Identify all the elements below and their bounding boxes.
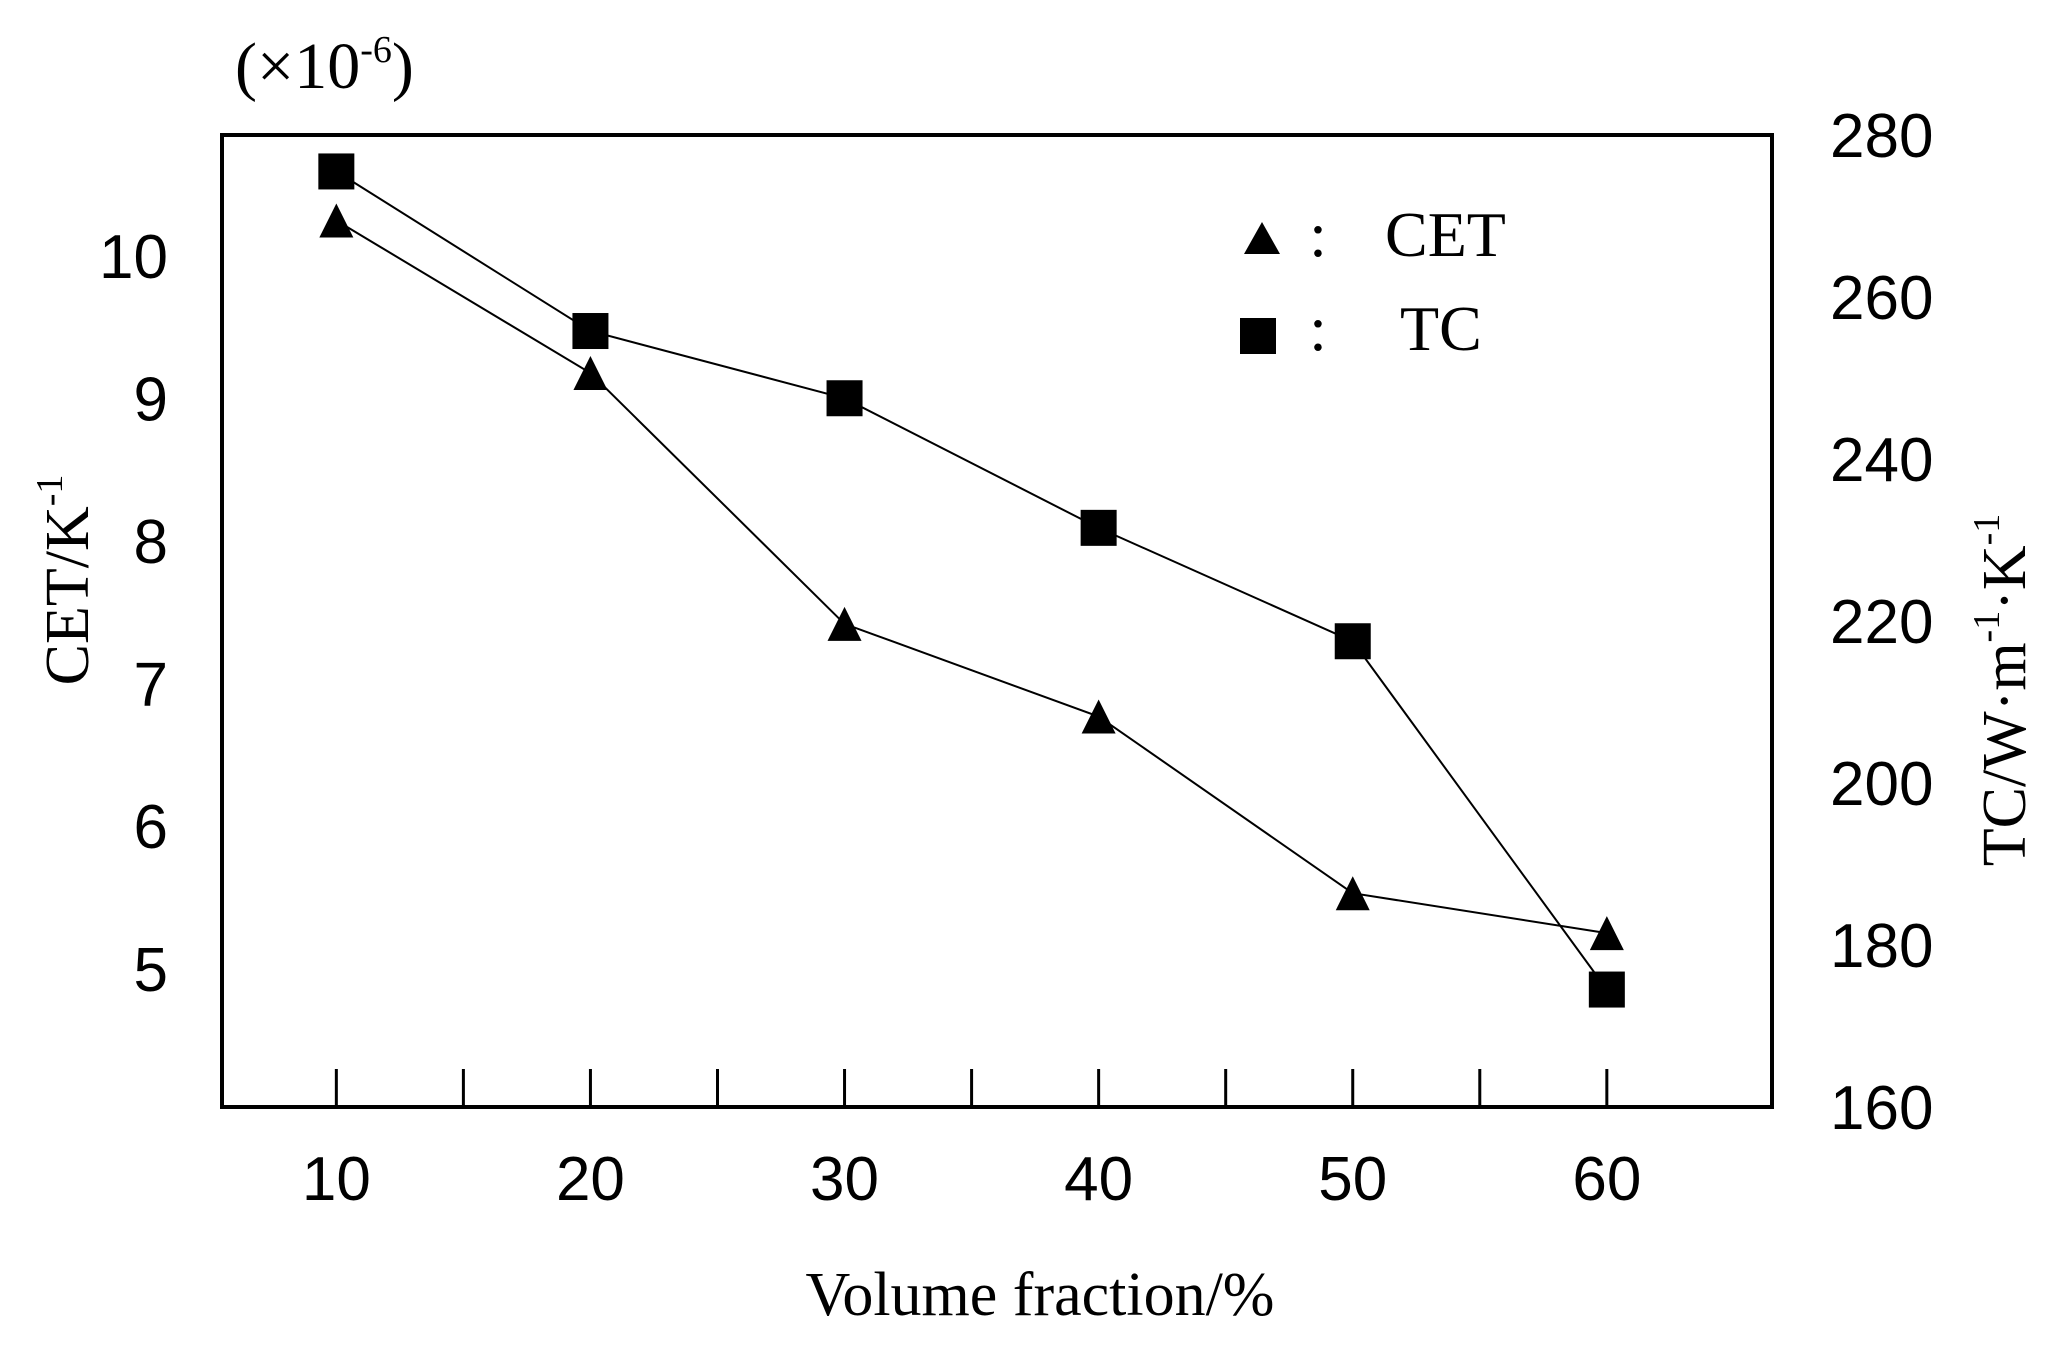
y-right-tick-label: 160 [1830, 1074, 1933, 1143]
legend-separator-tc: : [1309, 293, 1327, 364]
y-multiplier-sup: -6 [360, 29, 392, 71]
y-right-axis-title-sup1: -1 [1966, 611, 2008, 643]
y-right-tick-label: 200 [1830, 750, 1933, 819]
y-multiplier: (×10-6) [235, 29, 414, 103]
legend-separator-cet: : [1309, 199, 1327, 270]
y-right-tick-label: 220 [1830, 588, 1933, 657]
x-tick-label: 50 [1318, 1145, 1387, 1214]
y-left-tick-label: 8 [134, 508, 168, 577]
y-multiplier-main: (×10 [235, 30, 360, 103]
y-right-axis-title-sup2: -1 [1966, 514, 2008, 546]
legend-label-tc: TC [1400, 293, 1482, 364]
series-markers [318, 153, 1625, 1008]
y-left-axis-title-main: CET/K [34, 506, 102, 685]
y-right-axis-title-part1: TC/W·m [1971, 642, 2039, 866]
x-axis-tick-labels: 10 20 30 40 50 60 [302, 1145, 1641, 1214]
y-left-tick-labels: 5 6 7 8 9 10 [99, 223, 168, 1005]
point-cet [827, 606, 862, 641]
y-right-tick-labels: 160 180 200 220 240 260 280 [1830, 102, 1933, 1143]
y-left-tick-label: 9 [134, 366, 168, 435]
point-cet [573, 356, 608, 391]
point-tc [1588, 971, 1625, 1008]
x-tick-label: 40 [1064, 1145, 1133, 1214]
point-cet [1335, 876, 1370, 911]
x-axis-ticks [334, 1069, 1609, 1107]
x-axis-title: Volume fraction/% [806, 1261, 1275, 1329]
y-right-tick-label: 240 [1830, 426, 1933, 495]
y-left-axis-title-sup: -1 [29, 475, 71, 507]
y-multiplier-close: ) [392, 30, 414, 103]
x-tick-label: 60 [1572, 1145, 1641, 1214]
point-tc [1334, 623, 1371, 660]
point-cet [1081, 699, 1116, 734]
legend-triangle-marker [1244, 222, 1280, 254]
plot-frame [220, 133, 1774, 1109]
point-cet [1589, 916, 1624, 951]
point-tc [826, 380, 863, 417]
point-tc [1080, 509, 1117, 546]
y-left-tick-label: 6 [134, 793, 168, 862]
legend: : CET : TC [1240, 199, 1506, 364]
y-left-tick-label: 7 [134, 651, 168, 720]
y-right-tick-label: 280 [1830, 102, 1933, 171]
series-lines [335, 170, 1608, 991]
x-tick-label: 30 [810, 1145, 879, 1214]
y-left-tick-label: 10 [99, 223, 168, 292]
point-cet [319, 203, 354, 238]
x-tick-label: 20 [556, 1145, 625, 1214]
y-left-tick-label: 5 [134, 936, 168, 1005]
y-right-tick-label: 260 [1830, 264, 1933, 333]
legend-label-cet: CET [1385, 199, 1506, 270]
series-line-tc [335, 170, 1608, 991]
x-tick-label: 10 [302, 1145, 371, 1214]
y-right-axis-title-part2: ·K [1971, 545, 2039, 611]
y-right-tick-label: 180 [1830, 912, 1933, 981]
series-line-cet [335, 219, 1607, 935]
y-right-axis-title: TC/W·m-1·K-1 [1966, 514, 2039, 867]
point-tc [318, 153, 355, 190]
point-tc [572, 313, 609, 350]
y-left-axis-title: CET/K-1 [29, 475, 102, 686]
legend-square-marker [1240, 318, 1276, 354]
